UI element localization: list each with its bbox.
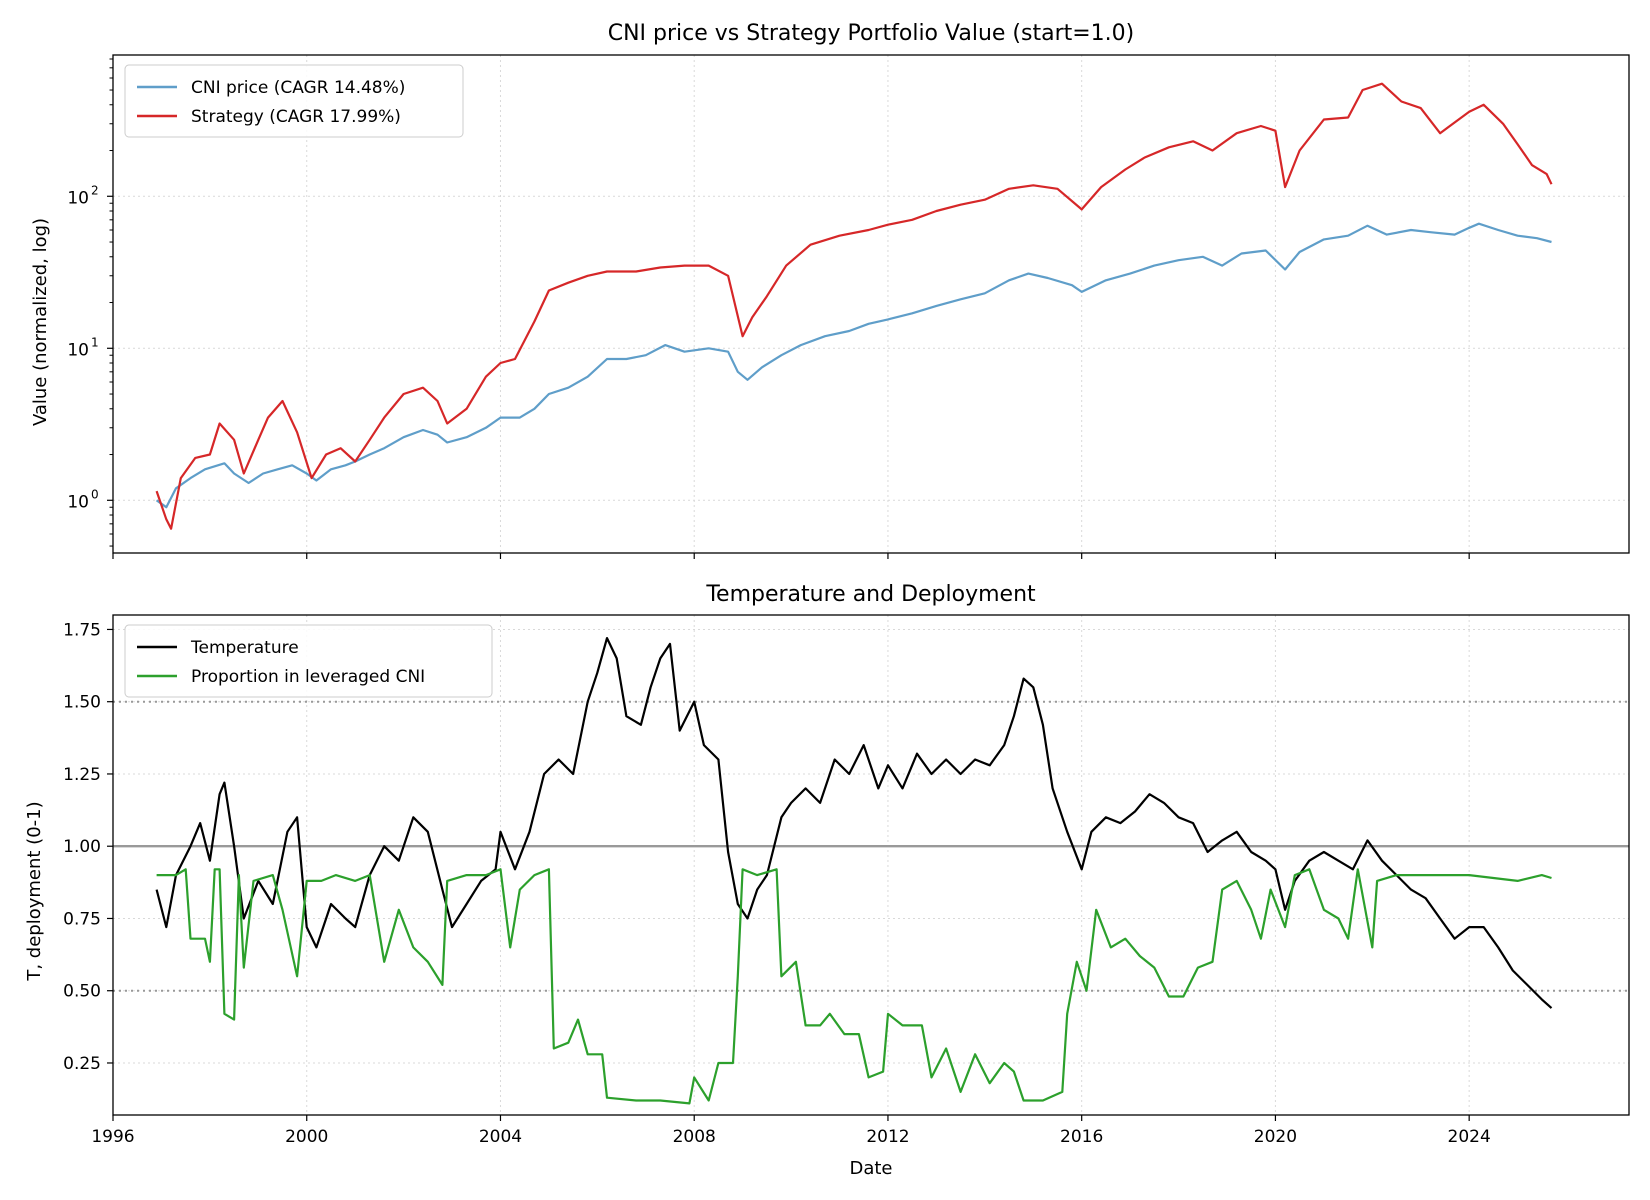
top-y-tick-label-base: 10	[67, 492, 89, 512]
bottom-axes-frame	[112, 614, 1630, 1116]
top-y-tick-label: 10 1	[67, 335, 98, 360]
bottom-x-tick-label: 2000	[285, 1127, 328, 1147]
bottom-x-tick-label: 2012	[866, 1127, 909, 1147]
top-chart-legend: CNI price (CAGR 14.48%) Strategy (CAGR 17…	[124, 64, 464, 138]
top-legend-label-1: Strategy (CAGR 17.99%)	[191, 107, 401, 127]
bottom-x-tick-label: 2016	[1060, 1127, 1103, 1147]
bottom-y-tick-label: 0.50	[63, 982, 101, 1002]
top-y-tick-label: 10 0	[67, 487, 98, 512]
top-y-tick-label-exponent: 2	[91, 183, 99, 197]
top-y-tick-label: 10 2	[67, 183, 98, 208]
bottom-chart-title: Temperature and Deployment	[705, 582, 1036, 607]
bottom-legend-label-0: Temperature	[190, 638, 299, 658]
bottom-chart-xlabel: Date	[849, 1158, 892, 1179]
bottom-legend-box	[124, 624, 493, 698]
bottom-chart-axes: 1996 2000 2004 2008 2012 2016 2020 2024 0.25 0.50…	[63, 614, 1630, 1147]
bottom-chart-series-group	[155, 636, 1553, 1105]
bottom-y-tick-label: 1.25	[63, 765, 101, 785]
top-chart-series-group	[155, 82, 1553, 530]
top-axes-frame	[112, 54, 1630, 554]
top-legend-box	[124, 64, 464, 138]
bottom-chart-panel: Temperature and Deployment T, deployment…	[24, 582, 1630, 1179]
bottom-y-tick-label: 0.25	[63, 1054, 101, 1074]
bottom-x-tick-label: 1996	[91, 1127, 134, 1147]
bottom-y-tick-label: 0.75	[63, 909, 101, 929]
bottom-y-tick-label: 1.50	[63, 693, 101, 713]
top-y-tick-label-exponent: 1	[91, 335, 99, 349]
top-chart-panel: CNI price vs Strategy Portfolio Value (s…	[30, 21, 1630, 559]
top-series-line-1	[155, 82, 1553, 530]
bottom-x-tick-label: 2008	[673, 1127, 716, 1147]
bottom-x-tick-label: 2020	[1254, 1127, 1297, 1147]
bottom-series-line-1	[156, 868, 1552, 1105]
top-chart-title: CNI price vs Strategy Portfolio Value (s…	[608, 21, 1135, 46]
top-y-tick-label-base: 10	[67, 188, 89, 208]
top-y-tick-label-exponent: 0	[91, 487, 99, 501]
bottom-y-tick-label: 1.00	[63, 837, 101, 857]
top-legend-label-0: CNI price (CAGR 14.48%)	[191, 78, 405, 98]
bottom-chart-ylabel: T, deployment (0-1)	[24, 801, 45, 981]
bottom-x-tick-label: 2024	[1448, 1127, 1491, 1147]
top-chart-ylabel: Value (normalized, log)	[30, 218, 51, 426]
bottom-legend-label-1: Proportion in leveraged CNI	[191, 667, 425, 687]
bottom-chart-reference-lines	[113, 700, 1629, 992]
bottom-y-tick-label: 1.75	[63, 620, 101, 640]
bottom-chart-legend: Temperature Proportion in leveraged CNI	[124, 624, 493, 698]
top-series-line-0	[155, 222, 1552, 509]
bottom-x-tick-label: 2004	[479, 1127, 522, 1147]
top-y-tick-label-base: 10	[67, 340, 89, 360]
